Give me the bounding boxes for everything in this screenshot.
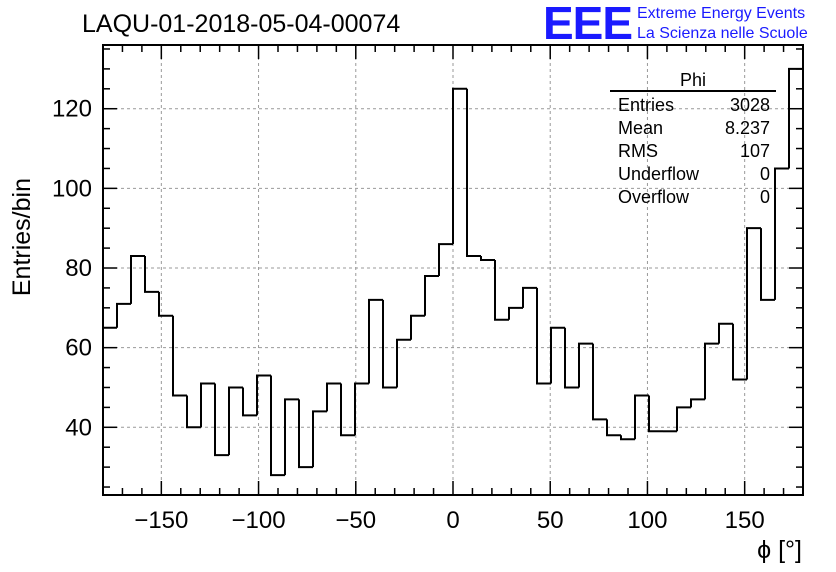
x-tick-label: 150 [725,507,765,534]
histogram-bin [550,326,565,384]
stats-value: 0 [759,164,770,184]
histogram-bin [452,87,467,245]
histogram-bin [480,256,495,262]
histogram-bin [536,287,551,385]
histogram-bin [466,88,481,258]
histogram-bin [620,435,635,441]
histogram-bin [508,306,523,320]
x-tick-label: −150 [134,507,188,534]
histogram-bin [774,167,789,300]
histogram-bin [718,322,733,344]
histogram-bin [438,243,453,276]
histogram-bin [564,327,579,389]
eee-logo: EEE [543,0,633,49]
histogram-bin [410,314,425,340]
x-tick-label: 100 [627,507,667,534]
y-tick-label: 40 [65,414,92,441]
histogram-bin [424,274,439,316]
stats-label: RMS [618,141,658,161]
histogram-bin [200,382,215,428]
histogram-bin [186,395,201,429]
run-title: LAQU-01-2018-05-04-00074 [82,10,401,38]
histogram-bin [522,286,537,308]
x-tick-label: 0 [446,507,459,534]
histogram-bin [256,374,271,416]
histogram-bin [732,323,747,381]
stats-row-mean: Mean 8.237 [610,117,776,140]
x-tick-label: −100 [232,507,286,534]
histogram-bin [746,227,761,380]
histogram-bin [228,386,243,456]
histogram-bin [172,315,187,397]
logo-line-1: Extreme Energy Events [637,5,806,22]
histogram-bin [704,342,719,400]
histogram-bin [284,398,299,476]
histogram-bin [676,406,691,432]
histogram-bin [102,326,117,495]
histogram-bin [382,299,397,389]
x-tick-label: −50 [335,507,376,534]
histogram-bin [592,343,607,421]
stats-name: Phi [679,70,706,90]
y-tick-label: 120 [52,96,92,123]
stats-value: 0 [759,187,770,207]
histogram-bin [298,399,313,469]
histogram-bin [606,419,621,437]
histogram-bin [116,302,131,328]
histogram-bin [788,67,804,495]
logo-line-2: La Scienza nelle Scuole [637,25,808,42]
histogram-bin [312,410,327,468]
histogram-bin [158,291,173,317]
stats-label: Overflow [618,187,690,207]
stats-row-rms: RMS 107 [610,140,776,163]
y-axis-label: Entries/bin [8,178,36,296]
stats-row-entries: Entries 3028 [610,94,776,117]
x-tick-label: 50 [537,507,564,534]
plot-frame [102,44,804,496]
histogram-bin [130,255,145,304]
histogram-bin [634,394,649,440]
stats-value: 8.237 [724,118,770,138]
stats-row-overflow: Overflow 0 [610,186,776,209]
y-tick-label: 100 [52,175,92,202]
histogram-bin [690,398,705,408]
histogram-bin [368,298,383,384]
histogram-bin [214,383,229,457]
stats-label: Underflow [618,164,700,184]
histogram-bin [396,338,411,388]
stats-value: 3028 [729,95,770,115]
histogram-bin [144,256,159,293]
histogram-bin [648,395,663,433]
stats-value: 107 [739,141,770,161]
histogram-bin [578,342,593,388]
histogram-bin [326,382,341,412]
histogram-bin [760,228,775,301]
stats-label: Mean [618,118,664,138]
stats-divider [610,90,776,92]
stats-box: Phi Entries 3028 Mean 8.237 RMS 107 Unde… [610,70,776,209]
x-axis-label: ϕ [°] [757,536,802,564]
histogram-bin [270,375,285,477]
histogram-bin [494,260,509,321]
stats-label: Entries [618,95,675,115]
histogram-bin [242,387,257,417]
y-tick-label: 60 [65,335,92,362]
y-tick-label: 80 [65,255,92,282]
histogram-bin [354,382,369,436]
stats-row-underflow: Underflow 0 [610,163,776,186]
histogram-bin [340,383,355,437]
